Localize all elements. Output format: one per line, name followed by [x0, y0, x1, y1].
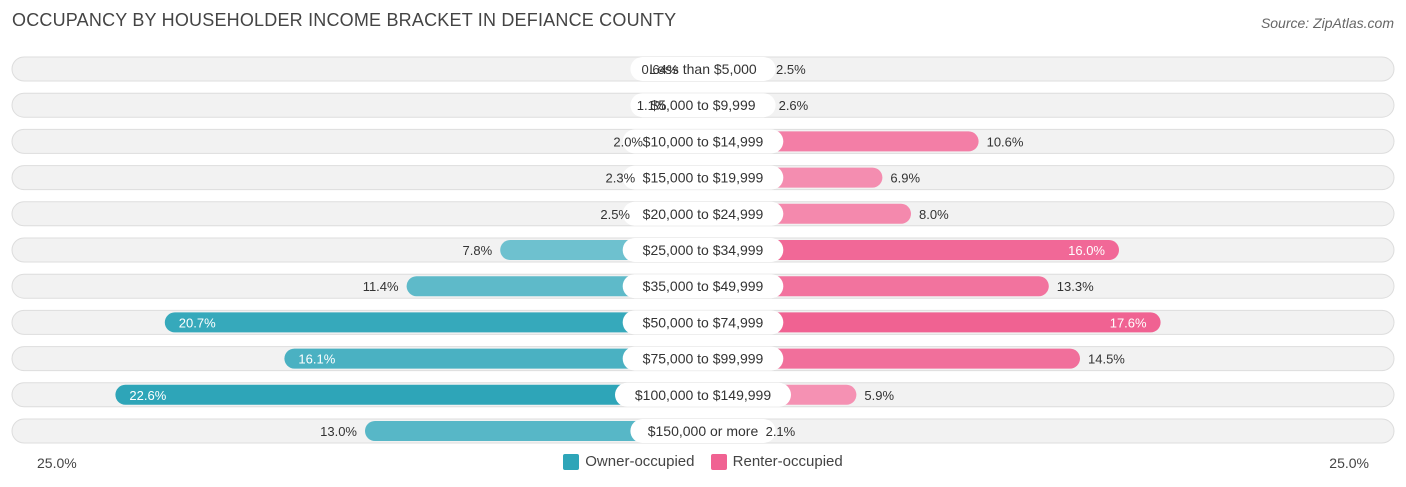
- owner-value-label: 13.0%: [320, 424, 357, 439]
- renter-value-label: 5.9%: [864, 388, 894, 403]
- category-label: $25,000 to $34,999: [643, 242, 764, 258]
- renter-value-label: 8.0%: [919, 207, 949, 222]
- renter-value-label: 14.5%: [1088, 352, 1125, 367]
- category-label: $150,000 or more: [648, 423, 759, 439]
- category-label-pill: [630, 57, 776, 81]
- legend-label-owner: Owner-occupied: [585, 453, 695, 470]
- renter-value-label: 13.3%: [1057, 279, 1094, 294]
- category-label-pill: [622, 346, 784, 371]
- category-label: $100,000 to $149,999: [635, 387, 771, 403]
- chart-source: Source: ZipAtlas.com: [1260, 15, 1394, 31]
- axis-left-label: 25.0%: [37, 455, 77, 471]
- category-label: $5,000 to $9,999: [650, 97, 755, 113]
- owner-value-label: 20.7%: [179, 315, 216, 330]
- renter-value-label: 6.9%: [890, 171, 920, 186]
- owner-value-label: 22.6%: [129, 388, 166, 403]
- renter-value-label: 2.6%: [779, 98, 809, 113]
- category-label-pill: [622, 274, 784, 299]
- owner-value-label: 2.3%: [606, 171, 636, 186]
- legend-label-renter: Renter-occupied: [732, 453, 843, 470]
- chart-title: OCCUPANCY BY HOUSEHOLDER INCOME BRACKET …: [12, 10, 677, 30]
- category-label-pill: [622, 310, 784, 335]
- legend-swatch-renter: [710, 453, 727, 470]
- legend-swatch-owner: [563, 453, 580, 470]
- category-label: $10,000 to $14,999: [643, 133, 764, 149]
- chart-legend: Owner-occupied Renter-occupied: [0, 453, 1406, 474]
- owner-value-label: 1.1%: [637, 98, 667, 113]
- owner-bar: [284, 348, 705, 369]
- owner-value-label: 2.0%: [613, 134, 643, 149]
- axis-right-label: 25.0%: [1329, 455, 1369, 471]
- renter-value-label: 2.5%: [776, 62, 806, 77]
- category-label: $75,000 to $99,999: [643, 351, 764, 367]
- owner-value-label: 16.1%: [298, 352, 335, 367]
- owner-bar: [365, 421, 705, 441]
- category-label-pill: [622, 165, 784, 190]
- renter-bar: [701, 312, 1161, 333]
- category-label: $15,000 to $19,999: [643, 170, 764, 186]
- owner-value-label: 11.4%: [363, 279, 399, 294]
- renter-bar: [701, 276, 1049, 297]
- renter-value-label: 17.6%: [1110, 315, 1147, 330]
- renter-bar: [701, 240, 1119, 260]
- renter-value-label: 2.1%: [766, 424, 796, 439]
- owner-value-label: 7.8%: [463, 243, 493, 258]
- category-label-pill: [622, 129, 784, 154]
- category-label-pill: [630, 93, 776, 118]
- category-label-pill: [615, 382, 791, 407]
- legend-item-renter[interactable]: Renter-occupied: [710, 453, 843, 470]
- category-label-pill: [622, 201, 784, 226]
- category-label: $50,000 to $74,999: [643, 314, 764, 330]
- owner-bar: [115, 384, 705, 405]
- category-label-pill: [622, 238, 784, 262]
- renter-bar: [701, 348, 1080, 369]
- category-label: Less than $5,000: [649, 61, 757, 77]
- renter-value-label: 10.6%: [987, 134, 1024, 149]
- legend-item-owner[interactable]: Owner-occupied: [563, 453, 694, 470]
- renter-value-label: 16.0%: [1068, 243, 1105, 258]
- category-label-pill: [630, 419, 776, 443]
- owner-value-label: 0.64%: [641, 62, 678, 77]
- owner-value-label: 2.5%: [600, 207, 630, 222]
- category-label: $20,000 to $24,999: [643, 206, 764, 222]
- category-label: $35,000 to $49,999: [643, 278, 764, 294]
- owner-bar: [164, 312, 706, 333]
